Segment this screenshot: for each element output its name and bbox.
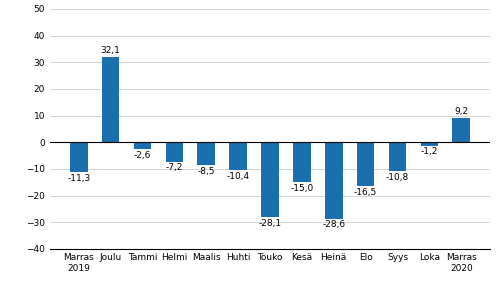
Bar — [420, 142, 438, 146]
Text: 32,1: 32,1 — [100, 46, 120, 55]
Text: -1,2: -1,2 — [420, 147, 438, 156]
Text: -11,3: -11,3 — [67, 174, 90, 183]
Bar — [325, 142, 342, 219]
Bar — [70, 142, 87, 172]
Text: -7,2: -7,2 — [166, 164, 183, 172]
Text: -10,8: -10,8 — [386, 173, 409, 182]
Text: 9,2: 9,2 — [454, 107, 468, 116]
Bar — [198, 142, 215, 165]
Text: -28,6: -28,6 — [322, 220, 345, 230]
Bar — [293, 142, 310, 182]
Bar — [388, 142, 406, 171]
Bar — [166, 142, 183, 161]
Bar — [102, 57, 120, 142]
Bar — [357, 142, 374, 186]
Bar — [134, 142, 152, 149]
Text: -28,1: -28,1 — [258, 219, 281, 228]
Bar — [261, 142, 279, 217]
Bar — [452, 118, 470, 142]
Bar — [230, 142, 247, 170]
Text: -16,5: -16,5 — [354, 188, 377, 197]
Text: -8,5: -8,5 — [198, 167, 215, 176]
Text: -2,6: -2,6 — [134, 151, 151, 160]
Text: -10,4: -10,4 — [226, 172, 250, 181]
Text: -15,0: -15,0 — [290, 184, 314, 193]
